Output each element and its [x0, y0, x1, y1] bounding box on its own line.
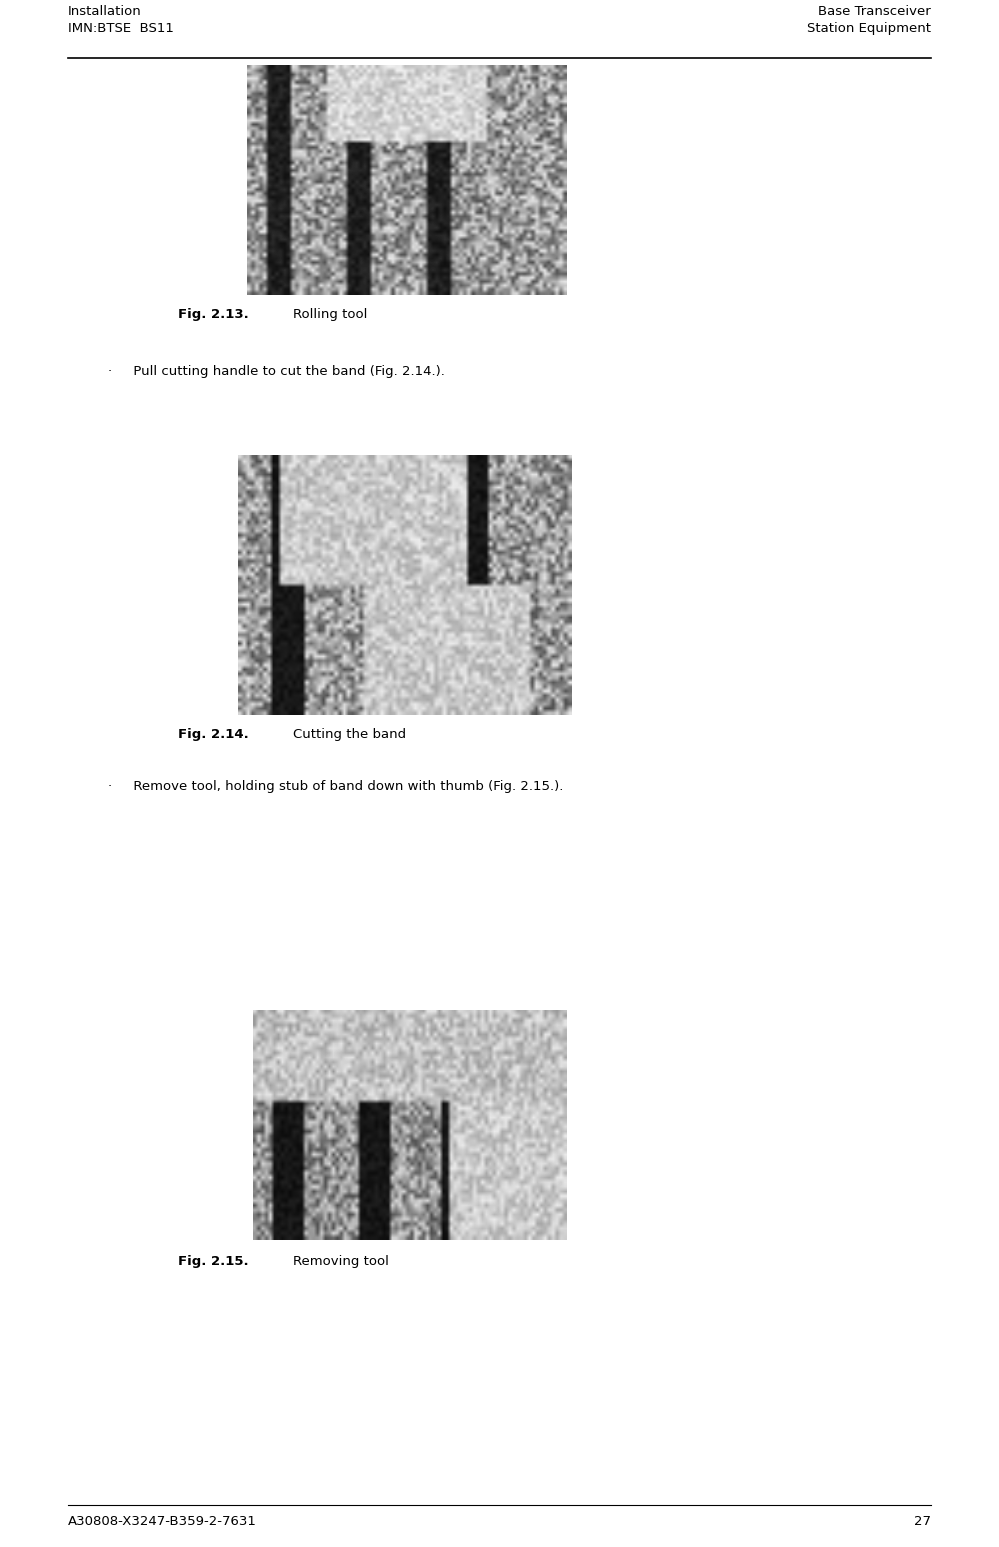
Text: Fig. 2.15.: Fig. 2.15.	[178, 1255, 249, 1269]
Text: ·     Remove tool, holding stub of band down with thumb (Fig. 2.15.).: · Remove tool, holding stub of band down…	[108, 780, 563, 794]
Text: Fig. 2.14.: Fig. 2.14.	[178, 729, 249, 741]
Text: ·     Pull cutting handle to cut the band (Fig. 2.14.).: · Pull cutting handle to cut the band (F…	[108, 365, 445, 377]
Text: Base Transceiver: Base Transceiver	[818, 5, 931, 19]
Text: Rolling tool: Rolling tool	[293, 308, 367, 320]
Text: Fig. 2.13.: Fig. 2.13.	[178, 308, 249, 320]
Text: Cutting the band: Cutting the band	[293, 729, 406, 741]
Text: Removing tool: Removing tool	[293, 1255, 389, 1269]
Text: IMN:BTSE  BS11: IMN:BTSE BS11	[68, 22, 174, 36]
Text: A30808-X3247-B359-2-7631: A30808-X3247-B359-2-7631	[68, 1515, 257, 1528]
Text: Station Equipment: Station Equipment	[807, 22, 931, 36]
Text: Installation: Installation	[68, 5, 142, 19]
Text: 27: 27	[914, 1515, 931, 1528]
